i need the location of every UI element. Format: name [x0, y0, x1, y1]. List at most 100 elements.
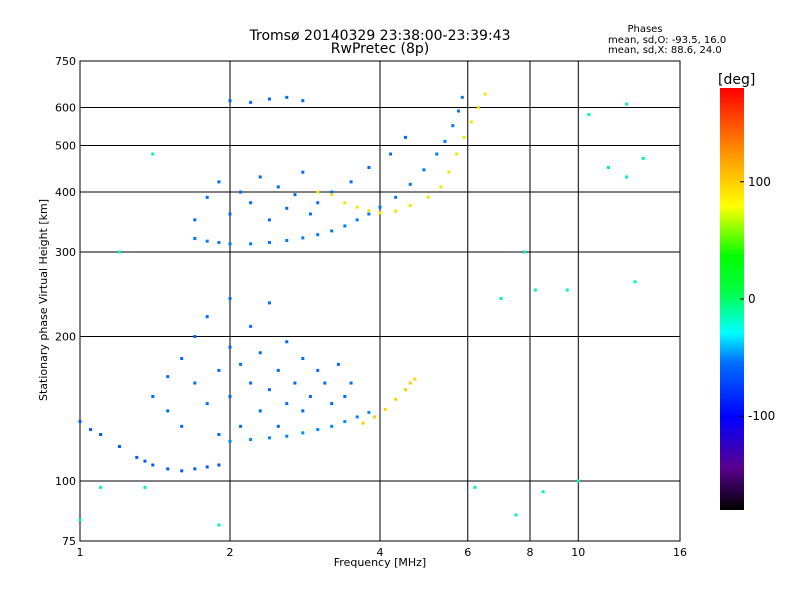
data-point [301, 409, 305, 413]
data-point [439, 185, 443, 189]
colorbar-ticks: 100 0 -100 [740, 175, 775, 423]
data-point [166, 467, 170, 471]
data-point [249, 438, 253, 442]
data-point [205, 402, 209, 406]
data-point [367, 410, 371, 414]
data-point [239, 190, 243, 194]
data-point [180, 424, 184, 428]
colorbar-label: [deg] [718, 72, 755, 88]
data-point [228, 242, 232, 246]
data-point [355, 415, 359, 419]
series-f2-o-mode-trace [193, 95, 464, 246]
y-axis-ticks: 75 100 200 300 400 500 600 750 [55, 55, 76, 548]
data-point [625, 102, 629, 106]
data-point [285, 206, 289, 210]
data-point [143, 459, 147, 463]
data-point [408, 381, 412, 385]
data-point [607, 165, 611, 169]
data-point [193, 467, 197, 471]
data-point [276, 424, 280, 428]
data-point [330, 402, 334, 406]
data-point [301, 356, 305, 360]
series-f2-scattered-echoes [193, 95, 407, 222]
data-point [285, 340, 289, 344]
data-point [336, 362, 340, 366]
data-point [249, 201, 253, 205]
colorbar-tick-label: -100 [748, 409, 775, 423]
data-point [308, 395, 312, 399]
x-tick-label: 1 [77, 546, 84, 559]
data-point [541, 490, 545, 494]
data-point [228, 212, 232, 216]
data-point [217, 241, 221, 245]
data-point [166, 375, 170, 379]
data-point [239, 424, 243, 428]
data-point [455, 152, 459, 156]
data-point [408, 203, 412, 207]
data-points [78, 92, 645, 527]
y-tick-label: 750 [55, 55, 76, 68]
data-point [217, 463, 221, 467]
data-point [330, 190, 334, 194]
data-point [151, 152, 155, 156]
data-point [293, 193, 297, 197]
data-point [301, 170, 305, 174]
data-point [343, 201, 347, 205]
data-point [435, 152, 439, 156]
x-axis-ticks: 1 2 4 6 8 10 16 [77, 546, 688, 559]
chart-title: Tromsø 20140329 23:38:00-23:39:43 [249, 28, 511, 44]
data-point [301, 99, 305, 103]
data-point [633, 280, 637, 284]
data-point [316, 428, 320, 432]
x-tick-label: 6 [464, 546, 471, 559]
data-point [249, 242, 253, 246]
data-point [576, 479, 580, 483]
data-point [193, 237, 197, 241]
data-point [343, 395, 347, 399]
series-sparse-noise [78, 102, 645, 527]
data-point [249, 324, 253, 328]
y-tick-label: 400 [55, 186, 76, 199]
data-point [367, 212, 371, 216]
data-point [267, 436, 271, 440]
data-point [89, 428, 93, 432]
data-point [514, 513, 518, 517]
data-point [151, 395, 155, 399]
data-point [523, 250, 527, 254]
x-tick-label: 2 [227, 546, 234, 559]
data-point [394, 195, 398, 199]
data-point [301, 431, 305, 435]
data-point [267, 301, 271, 305]
data-point [228, 395, 232, 399]
data-point [276, 368, 280, 372]
series-f-region-low-trace [228, 410, 371, 443]
data-point [78, 420, 82, 424]
data-point [426, 195, 430, 199]
data-point [267, 97, 271, 101]
data-point [378, 211, 382, 215]
data-point [267, 218, 271, 222]
data-point [293, 381, 297, 385]
stats-o-line: mean, sd,O: -93.5, 16.0 [608, 35, 726, 46]
data-point [217, 433, 221, 437]
stats-header: Phases [627, 24, 662, 35]
x-tick-label: 10 [571, 546, 585, 559]
x-axis-label: Frequency [MHz] [334, 556, 426, 569]
data-point [641, 156, 645, 160]
data-point [316, 190, 320, 194]
data-point [228, 297, 232, 301]
data-point [373, 415, 377, 419]
series-f-region-echoes-low- [151, 297, 353, 437]
data-point [422, 168, 426, 172]
stats-x-line: mean, sd,X: 88.6, 24.0 [608, 45, 722, 56]
data-point [355, 205, 359, 209]
data-point [117, 250, 121, 254]
data-point [343, 420, 347, 424]
data-point [258, 351, 262, 355]
data-point [460, 95, 464, 99]
data-point [587, 113, 591, 117]
data-point [267, 241, 271, 245]
data-point [166, 409, 170, 413]
data-point [408, 182, 412, 186]
